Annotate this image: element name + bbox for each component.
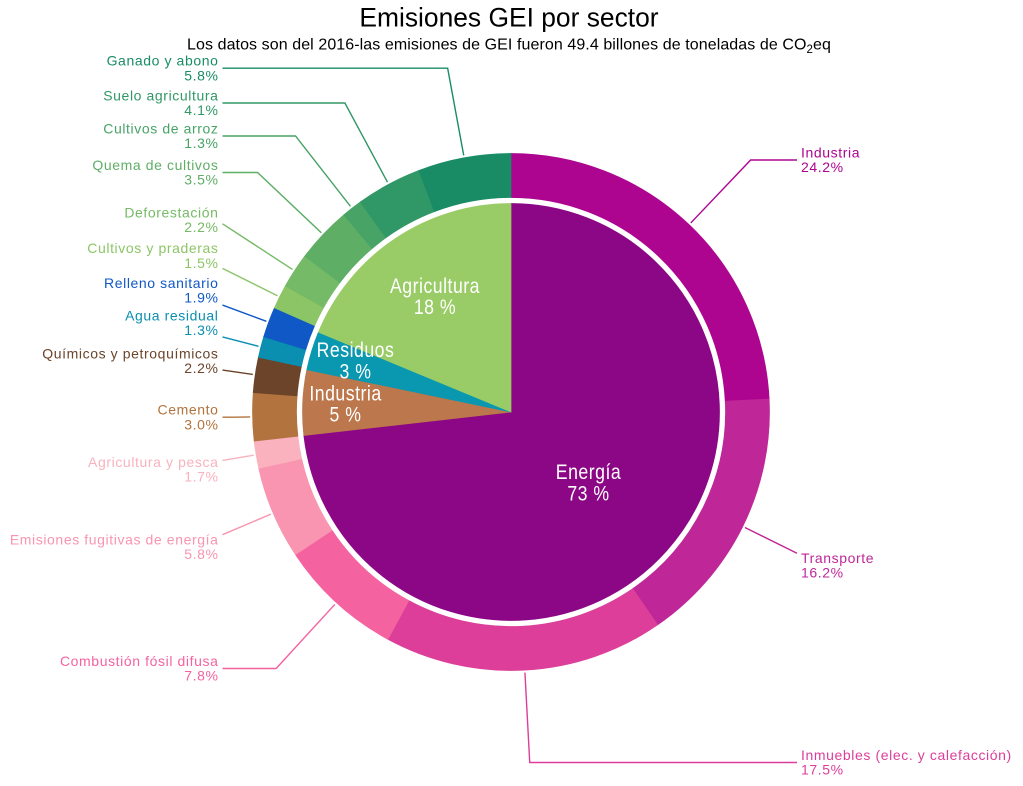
svg-text:7.8%: 7.8% (184, 668, 218, 684)
svg-text:4.1%: 4.1% (184, 102, 218, 118)
svg-text:1.3%: 1.3% (184, 135, 218, 151)
svg-text:Quema de cultivos: Quema de cultivos (92, 157, 218, 173)
svg-text:3.5%: 3.5% (184, 172, 218, 188)
svg-text:73 %: 73 % (567, 482, 609, 506)
svg-text:Emisiones GEI por sector: Emisiones GEI por sector (359, 2, 658, 32)
svg-text:Químicos y petroquímicos: Químicos y petroquímicos (42, 346, 218, 362)
svg-text:Relleno sanitario: Relleno sanitario (104, 275, 218, 291)
svg-text:3 %: 3 % (340, 360, 372, 384)
svg-text:Residuos: Residuos (317, 339, 395, 363)
svg-text:Cultivos y praderas: Cultivos y praderas (87, 240, 218, 256)
svg-text:Industria: Industria (309, 382, 381, 406)
svg-text:Inmuebles (elec. y calefacción: Inmuebles (elec. y calefacción) (801, 747, 1012, 763)
svg-text:Combustión fósil difusa: Combustión fósil difusa (60, 653, 219, 669)
svg-text:Los datos son del 2016-las emi: Los datos son del 2016-las emisiones de … (187, 37, 831, 57)
svg-text:Emisiones fugitivas de energía: Emisiones fugitivas de energía (10, 532, 219, 548)
svg-text:1.7%: 1.7% (184, 469, 218, 485)
svg-text:5 %: 5 % (330, 403, 362, 427)
svg-text:18 %: 18 % (414, 296, 456, 320)
svg-text:Agricultura: Agricultura (390, 274, 480, 298)
svg-text:Cemento: Cemento (157, 402, 218, 418)
svg-text:Suelo agricultura: Suelo agricultura (103, 88, 218, 104)
svg-text:Deforestación: Deforestación (124, 205, 218, 221)
svg-text:16.2%: 16.2% (801, 565, 844, 581)
svg-text:5.8%: 5.8% (184, 67, 218, 83)
svg-text:Cultivos de arroz: Cultivos de arroz (103, 121, 218, 137)
svg-text:5.8%: 5.8% (184, 546, 218, 562)
svg-text:Ganado y abono: Ganado y abono (107, 53, 219, 69)
svg-text:Agricultura y pesca: Agricultura y pesca (88, 454, 218, 470)
svg-text:Transporte: Transporte (801, 550, 874, 566)
svg-text:3.0%: 3.0% (184, 416, 218, 432)
svg-text:Industria: Industria (801, 145, 860, 161)
svg-text:Energía: Energía (556, 461, 621, 485)
svg-text:1.9%: 1.9% (184, 290, 218, 306)
svg-text:1.5%: 1.5% (184, 255, 218, 271)
svg-text:1.3%: 1.3% (184, 322, 218, 338)
svg-text:2.2%: 2.2% (184, 219, 218, 235)
svg-text:17.5%: 17.5% (801, 762, 844, 778)
svg-text:24.2%: 24.2% (801, 159, 844, 175)
svg-text:Agua residual: Agua residual (125, 308, 218, 324)
svg-text:2.2%: 2.2% (184, 360, 218, 376)
